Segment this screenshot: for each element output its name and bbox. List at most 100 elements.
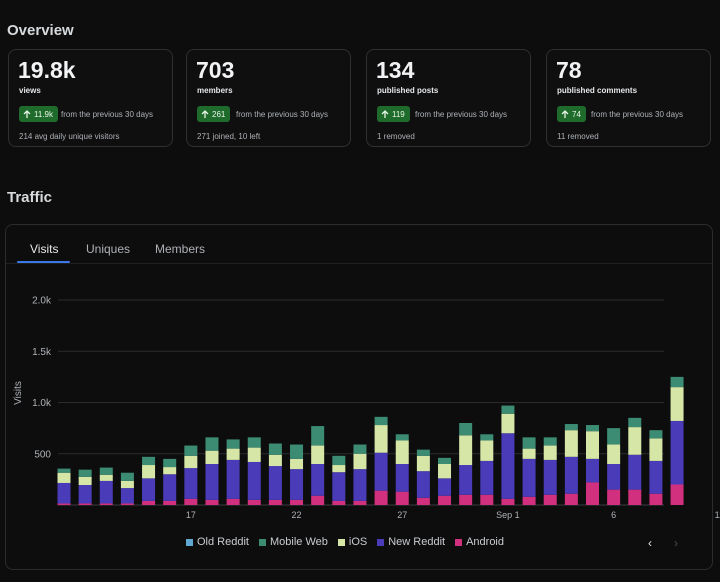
y-tick-label: 500 (34, 449, 51, 460)
change-badge: 11.9k (19, 106, 58, 122)
legend-item-ios[interactable]: iOS (337, 536, 368, 548)
change-badge: 261 (197, 106, 231, 122)
bar-segment-ios (543, 445, 557, 460)
y-tick-label: 1.0k (32, 398, 52, 409)
tab-visits[interactable]: Visits (30, 242, 59, 256)
change-badge: 119 (377, 106, 410, 122)
change-badge: 74 (557, 106, 586, 122)
bar-segment-mobile-web (628, 417, 642, 428)
compare-text: from the previous 30 days (236, 110, 329, 119)
stat-label: published posts (377, 86, 439, 95)
bar-segment-mobile-web (353, 444, 367, 454)
stat-subtext: 271 joined, 10 left (197, 132, 261, 141)
bar-segment-new-reddit (311, 464, 325, 496)
bar-segment-new-reddit (353, 469, 367, 501)
change-value: 74 (572, 109, 581, 119)
bar-segment-new-reddit (99, 480, 113, 504)
bar-segment-mobile-web (290, 444, 304, 459)
arrow-up-icon (201, 109, 209, 118)
bar-segment-mobile-web (438, 457, 452, 464)
bar-segment-ios (226, 448, 240, 460)
bar-segment-new-reddit (268, 466, 282, 500)
bar-segment-android (628, 489, 642, 505)
bar-segment-ios (184, 455, 198, 469)
bar-segment-mobile-web (332, 455, 346, 466)
chart-legend: Old Reddit Mobile Web iOS New Reddit And… (186, 536, 504, 548)
bar-segment-ios (142, 465, 156, 479)
bar-segment-ios (586, 431, 599, 459)
y-axis-label: Visits (13, 381, 24, 405)
bar-segment-android (480, 494, 494, 505)
stat-card-posts: 134 published posts 119 from the previou… (366, 49, 531, 147)
bar-segment-mobile-web (564, 424, 578, 431)
bar-segment-mobile-web (268, 443, 282, 455)
bar-segment-android (501, 498, 515, 505)
bar-segment-android (226, 498, 240, 505)
bar-segment-new-reddit (247, 461, 261, 500)
bar-segment-android (142, 500, 156, 505)
arrow-up-icon (23, 109, 31, 118)
bar-segment-ios (628, 427, 642, 455)
stat-label: published comments (557, 86, 638, 95)
tab-members[interactable]: Members (155, 242, 206, 256)
bar-segment-new-reddit (395, 464, 409, 492)
bar-segment-new-reddit (184, 468, 198, 499)
bar-segment-android (416, 497, 430, 505)
bar-segment-new-reddit (459, 465, 473, 495)
bar-segment-mobile-web (247, 437, 261, 448)
bar-segment-ios (564, 430, 578, 457)
bar-segment-new-reddit (501, 433, 515, 499)
bar-segment-mobile-web (416, 449, 430, 456)
compare-text: from the previous 30 days (61, 110, 154, 119)
active-tab-indicator (17, 261, 70, 263)
bar-segment-mobile-web (374, 416, 388, 426)
bar-segment-new-reddit (586, 458, 599, 483)
bar-segment-ios (522, 448, 536, 459)
bar-segment-mobile-web (670, 376, 684, 388)
bar-segment-mobile-web (649, 430, 663, 439)
bar-segment-mobile-web (184, 445, 198, 456)
bar-segment-android (311, 495, 325, 505)
chevron-left-icon[interactable]: ‹ (648, 536, 652, 550)
stat-card-views: 19.8k views 11.9k from the previous 30 d… (8, 49, 173, 147)
bar-segment-mobile-web (586, 425, 599, 432)
bar-segment-ios (163, 467, 177, 475)
bar-segment-ios (78, 476, 92, 486)
bar-segment-android (332, 500, 346, 505)
bar-segment-android (78, 503, 92, 505)
legend-item-android[interactable]: Android (455, 536, 504, 548)
change-value: 119 (392, 109, 405, 119)
legend-swatch (455, 538, 463, 546)
bar-segment-mobile-web (395, 434, 409, 441)
bar-segment-android (543, 494, 557, 505)
bar-segment-ios (247, 447, 261, 462)
chevron-right-icon[interactable]: › (674, 536, 678, 550)
x-tick-label: 6 (611, 510, 616, 520)
legend-item-old-reddit[interactable]: Old Reddit (186, 536, 249, 548)
bar-segment-mobile-web (99, 467, 113, 475)
bar-segment-mobile-web (501, 405, 515, 414)
bar-segment-new-reddit (416, 471, 430, 498)
bar-segment-android (395, 491, 409, 505)
bar-segment-new-reddit (607, 464, 621, 490)
bar-segment-ios (459, 435, 473, 466)
bar-segment-android (438, 495, 452, 505)
legend-item-mobile-web[interactable]: Mobile Web (258, 536, 328, 548)
legend-label: Android (466, 536, 504, 548)
bar-segment-new-reddit (78, 485, 92, 504)
bar-segment-android (459, 494, 473, 505)
bar-segment-ios (205, 450, 219, 464)
legend-item-new-reddit[interactable]: New Reddit (377, 536, 445, 548)
bar-segment-android (120, 503, 134, 505)
bar-segment-new-reddit (670, 420, 684, 485)
bar-segment-android (564, 493, 578, 505)
arrow-up-icon (561, 109, 569, 118)
bar-segment-ios (290, 458, 304, 470)
stat-label: views (19, 86, 41, 95)
legend-label: iOS (348, 536, 368, 548)
bar-segment-android (290, 499, 304, 505)
bar-segment-mobile-web (311, 426, 325, 446)
bar-segment-ios (670, 387, 684, 421)
tab-uniques[interactable]: Uniques (86, 242, 131, 256)
